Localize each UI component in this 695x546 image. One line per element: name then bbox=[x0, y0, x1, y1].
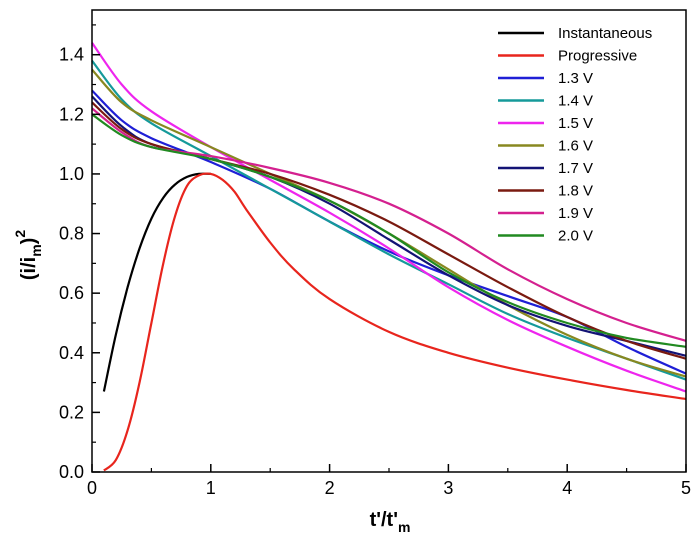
plot-frame bbox=[91, 9, 687, 473]
series-line-1-9-v bbox=[91, 107, 687, 342]
y-tick-label: 1.4 bbox=[59, 45, 84, 65]
x-tick-label: 0 bbox=[87, 478, 97, 498]
legend: Instantaneous Progressive 1.3 V 1.4 V 1.5 V 1… bbox=[498, 25, 652, 245]
legend-label-progressive: Progressive bbox=[558, 48, 637, 65]
legend-label-instantaneous: Instantaneous bbox=[558, 25, 652, 42]
legend-label-1-8-v: 1.8 V bbox=[558, 183, 593, 200]
series-line-1-7-v bbox=[91, 95, 687, 357]
y-axis-title: (i/im)2 bbox=[12, 230, 44, 280]
x-tick-label: 4 bbox=[562, 478, 572, 498]
y-tick-label: 0.4 bbox=[59, 343, 84, 363]
x-tick-label: 1 bbox=[206, 478, 216, 498]
y-tick-label: 1.2 bbox=[59, 104, 84, 124]
legend-label-1-6-v: 1.6 V bbox=[558, 138, 593, 155]
plot-lines bbox=[91, 42, 687, 472]
y-tick-label: 0.8 bbox=[59, 224, 84, 244]
y-tick-label: 0.0 bbox=[59, 462, 84, 482]
x-axis-ticks: 0 1 2 3 4 5 bbox=[87, 464, 691, 498]
x-tick-label: 5 bbox=[681, 478, 691, 498]
legend-label-1-9-v: 1.9 V bbox=[558, 205, 593, 222]
legend-label-2-0-v: 2.0 V bbox=[558, 228, 593, 245]
series-line-instantaneous bbox=[102, 172, 211, 392]
x-axis-title: t'/t'm bbox=[370, 509, 411, 535]
legend-label-1-4-v: 1.4 V bbox=[558, 93, 593, 110]
series-line-1-4-v bbox=[91, 60, 687, 381]
series-line-progressive bbox=[103, 172, 687, 472]
x-tick-label: 2 bbox=[325, 478, 335, 498]
series-line-2-0-v bbox=[91, 113, 687, 348]
y-tick-label: 0.2 bbox=[59, 402, 84, 422]
y-tick-label: 0.6 bbox=[59, 283, 84, 303]
x-tick-label: 3 bbox=[443, 478, 453, 498]
y-tick-label: 1.0 bbox=[59, 164, 84, 184]
series-line-1-5-v bbox=[91, 42, 687, 393]
legend-label-1-5-v: 1.5 V bbox=[558, 115, 593, 132]
legend-label-1-7-v: 1.7 V bbox=[558, 160, 593, 177]
series-line-1-8-v bbox=[91, 101, 687, 360]
y-axis-ticks: 0.0 0.2 0.4 0.6 0.8 1.0 1.2 1.4 bbox=[59, 24, 100, 482]
legend-label-1-3-v: 1.3 V bbox=[558, 70, 593, 87]
